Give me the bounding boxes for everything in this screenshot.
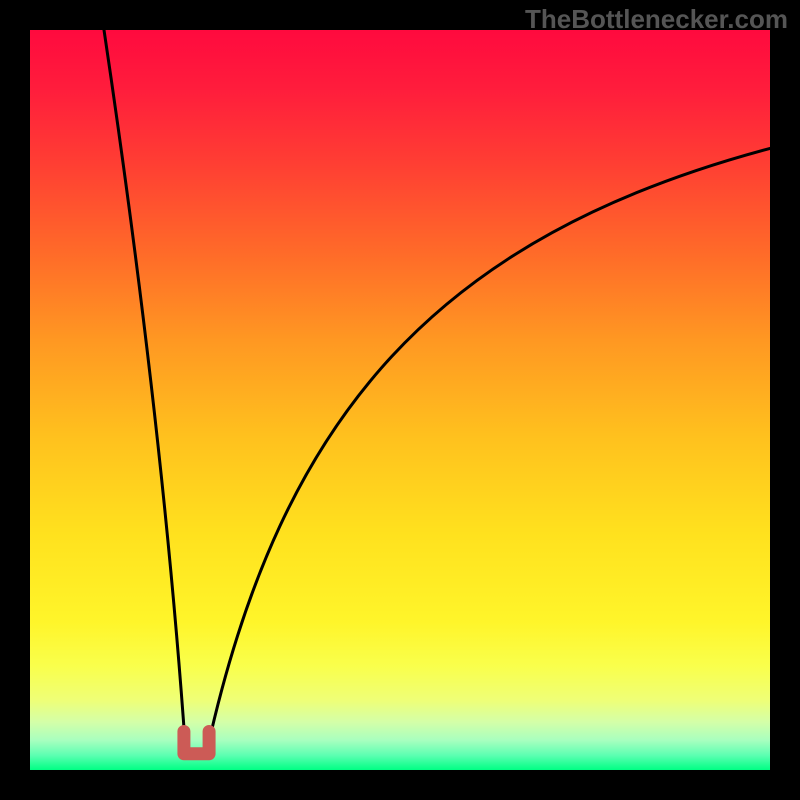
curves-layer [30, 30, 770, 770]
chart-frame: TheBottlenecker.com [0, 0, 800, 800]
plot-area [30, 30, 770, 770]
dip-u-marker [184, 732, 209, 754]
watermark-label: TheBottlenecker.com [525, 4, 788, 35]
curve-right-branch [208, 148, 770, 747]
curve-left-branch [104, 30, 185, 748]
